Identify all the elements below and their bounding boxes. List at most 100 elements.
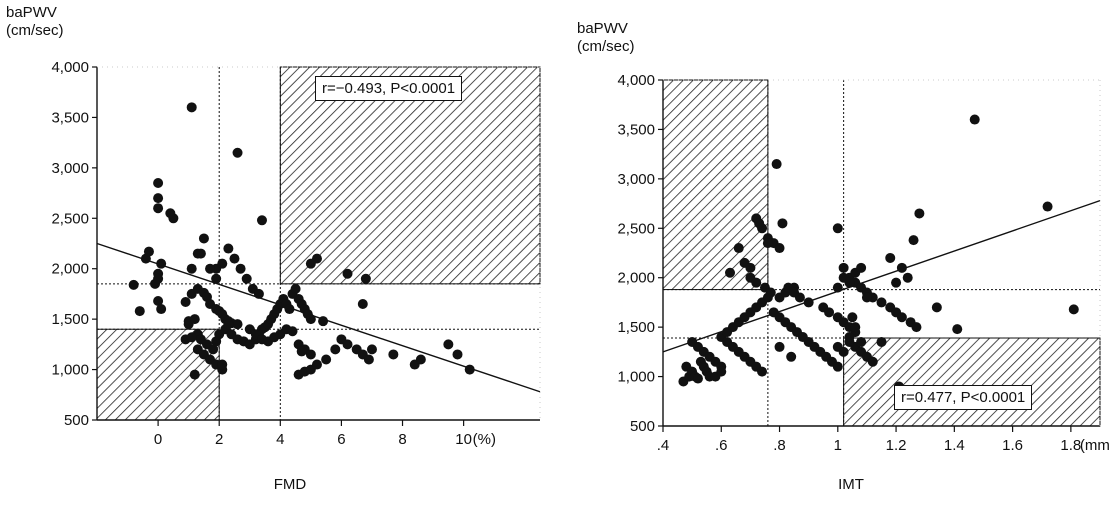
data-point	[754, 218, 765, 229]
data-point	[321, 354, 332, 365]
data-point	[774, 243, 785, 254]
data-point	[885, 252, 896, 263]
x-tick-label: 1.2	[886, 437, 907, 454]
x-tick-label: .8	[773, 437, 786, 454]
y-tick-label: 2,000	[617, 270, 655, 287]
y-tick-label: 2,500	[51, 210, 89, 227]
data-point	[311, 359, 322, 370]
data-point	[211, 273, 222, 284]
data-point	[777, 218, 788, 229]
y-tick-label: 4,000	[51, 59, 89, 76]
data-point	[751, 277, 762, 288]
data-point	[253, 288, 264, 299]
data-point	[235, 263, 246, 274]
data-point	[902, 272, 913, 283]
data-point	[844, 332, 855, 343]
x-axis-label: FMD	[273, 476, 307, 493]
data-point	[223, 243, 234, 254]
y-tick-label: 500	[64, 412, 89, 429]
data-point	[931, 302, 942, 313]
data-point	[241, 273, 252, 284]
data-point	[305, 314, 316, 325]
data-point	[223, 319, 234, 330]
data-point	[832, 282, 843, 293]
data-point	[908, 235, 919, 246]
fmd-scatter-panel: baPWV (cm/sec) 500 1,000 1,500 2,000 2,500 3,…	[0, 0, 555, 502]
y-tick-label: 1,500	[617, 319, 655, 336]
data-point	[876, 336, 887, 347]
y-tick-label: 3,500	[617, 121, 655, 138]
x-tick-label: 6	[337, 431, 345, 448]
data-point	[838, 262, 849, 273]
x-tick-label: 4	[276, 431, 284, 448]
data-point	[192, 248, 203, 259]
data-point	[217, 359, 228, 370]
data-point	[296, 346, 307, 357]
data-point	[969, 114, 980, 125]
data-point	[824, 307, 835, 318]
y-tick-label: 3,000	[51, 160, 89, 177]
data-point	[156, 258, 167, 269]
y-tick-label: 3,500	[51, 109, 89, 126]
data-point	[189, 314, 200, 325]
data-point	[716, 366, 727, 377]
y-tick-label: 3,000	[617, 171, 655, 188]
data-point	[232, 319, 243, 330]
data-point	[128, 279, 139, 290]
data-point	[284, 304, 295, 315]
data-point	[318, 316, 329, 327]
data-point	[165, 208, 176, 219]
data-point	[153, 273, 164, 284]
data-point	[360, 273, 371, 284]
x-tick-label: .4	[657, 437, 670, 454]
data-point	[844, 277, 855, 288]
y-tick-label: 4,000	[617, 72, 655, 89]
data-point	[861, 292, 872, 303]
data-point	[803, 297, 814, 308]
data-point	[876, 297, 887, 308]
data-point	[229, 253, 240, 264]
data-point	[153, 193, 164, 204]
shaded-region	[662, 79, 769, 291]
data-point	[765, 287, 776, 298]
y-axis-label: baPWV	[6, 4, 57, 21]
x-tick-label: 10	[455, 431, 472, 448]
data-point	[186, 263, 197, 274]
data-point	[856, 262, 867, 273]
data-point	[757, 366, 768, 377]
data-point	[443, 339, 454, 350]
correlation-annotation: r=−0.493, P<0.0001	[315, 76, 463, 101]
x-axis-unit: (%)	[473, 431, 496, 448]
data-point	[153, 295, 164, 306]
data-point	[1042, 201, 1053, 212]
y-axis-title: baPWV (cm/sec)	[6, 4, 64, 40]
data-point	[733, 243, 744, 254]
y-axis-title: baPWV (cm/sec)	[577, 20, 635, 56]
data-point	[256, 215, 267, 226]
data-point	[911, 322, 922, 333]
data-point	[1068, 304, 1079, 315]
data-point	[357, 299, 368, 310]
data-point	[198, 233, 209, 244]
data-point	[745, 262, 756, 273]
data-point	[232, 147, 243, 158]
data-point	[156, 304, 167, 315]
shaded-region	[279, 66, 541, 285]
data-point	[415, 354, 426, 365]
data-point	[186, 102, 197, 113]
data-point	[342, 339, 353, 350]
data-point	[305, 349, 316, 360]
x-tick-label: 0	[154, 431, 162, 448]
y-tick-label: 1,000	[617, 369, 655, 386]
data-point	[366, 344, 377, 355]
data-point	[305, 258, 316, 269]
fmd-scatter-plot: 500 1,000 1,500 2,000 2,500 3,000 3,500 4,000 0 2…	[51, 59, 541, 448]
data-point	[464, 364, 475, 375]
data-point	[867, 356, 878, 367]
data-point	[342, 268, 353, 279]
data-point	[363, 354, 374, 365]
shaded-region	[843, 337, 1101, 427]
x-axis-unit: (mm)	[1080, 437, 1109, 454]
x-tick-label: 1.6	[1002, 437, 1023, 454]
data-point	[891, 277, 902, 288]
